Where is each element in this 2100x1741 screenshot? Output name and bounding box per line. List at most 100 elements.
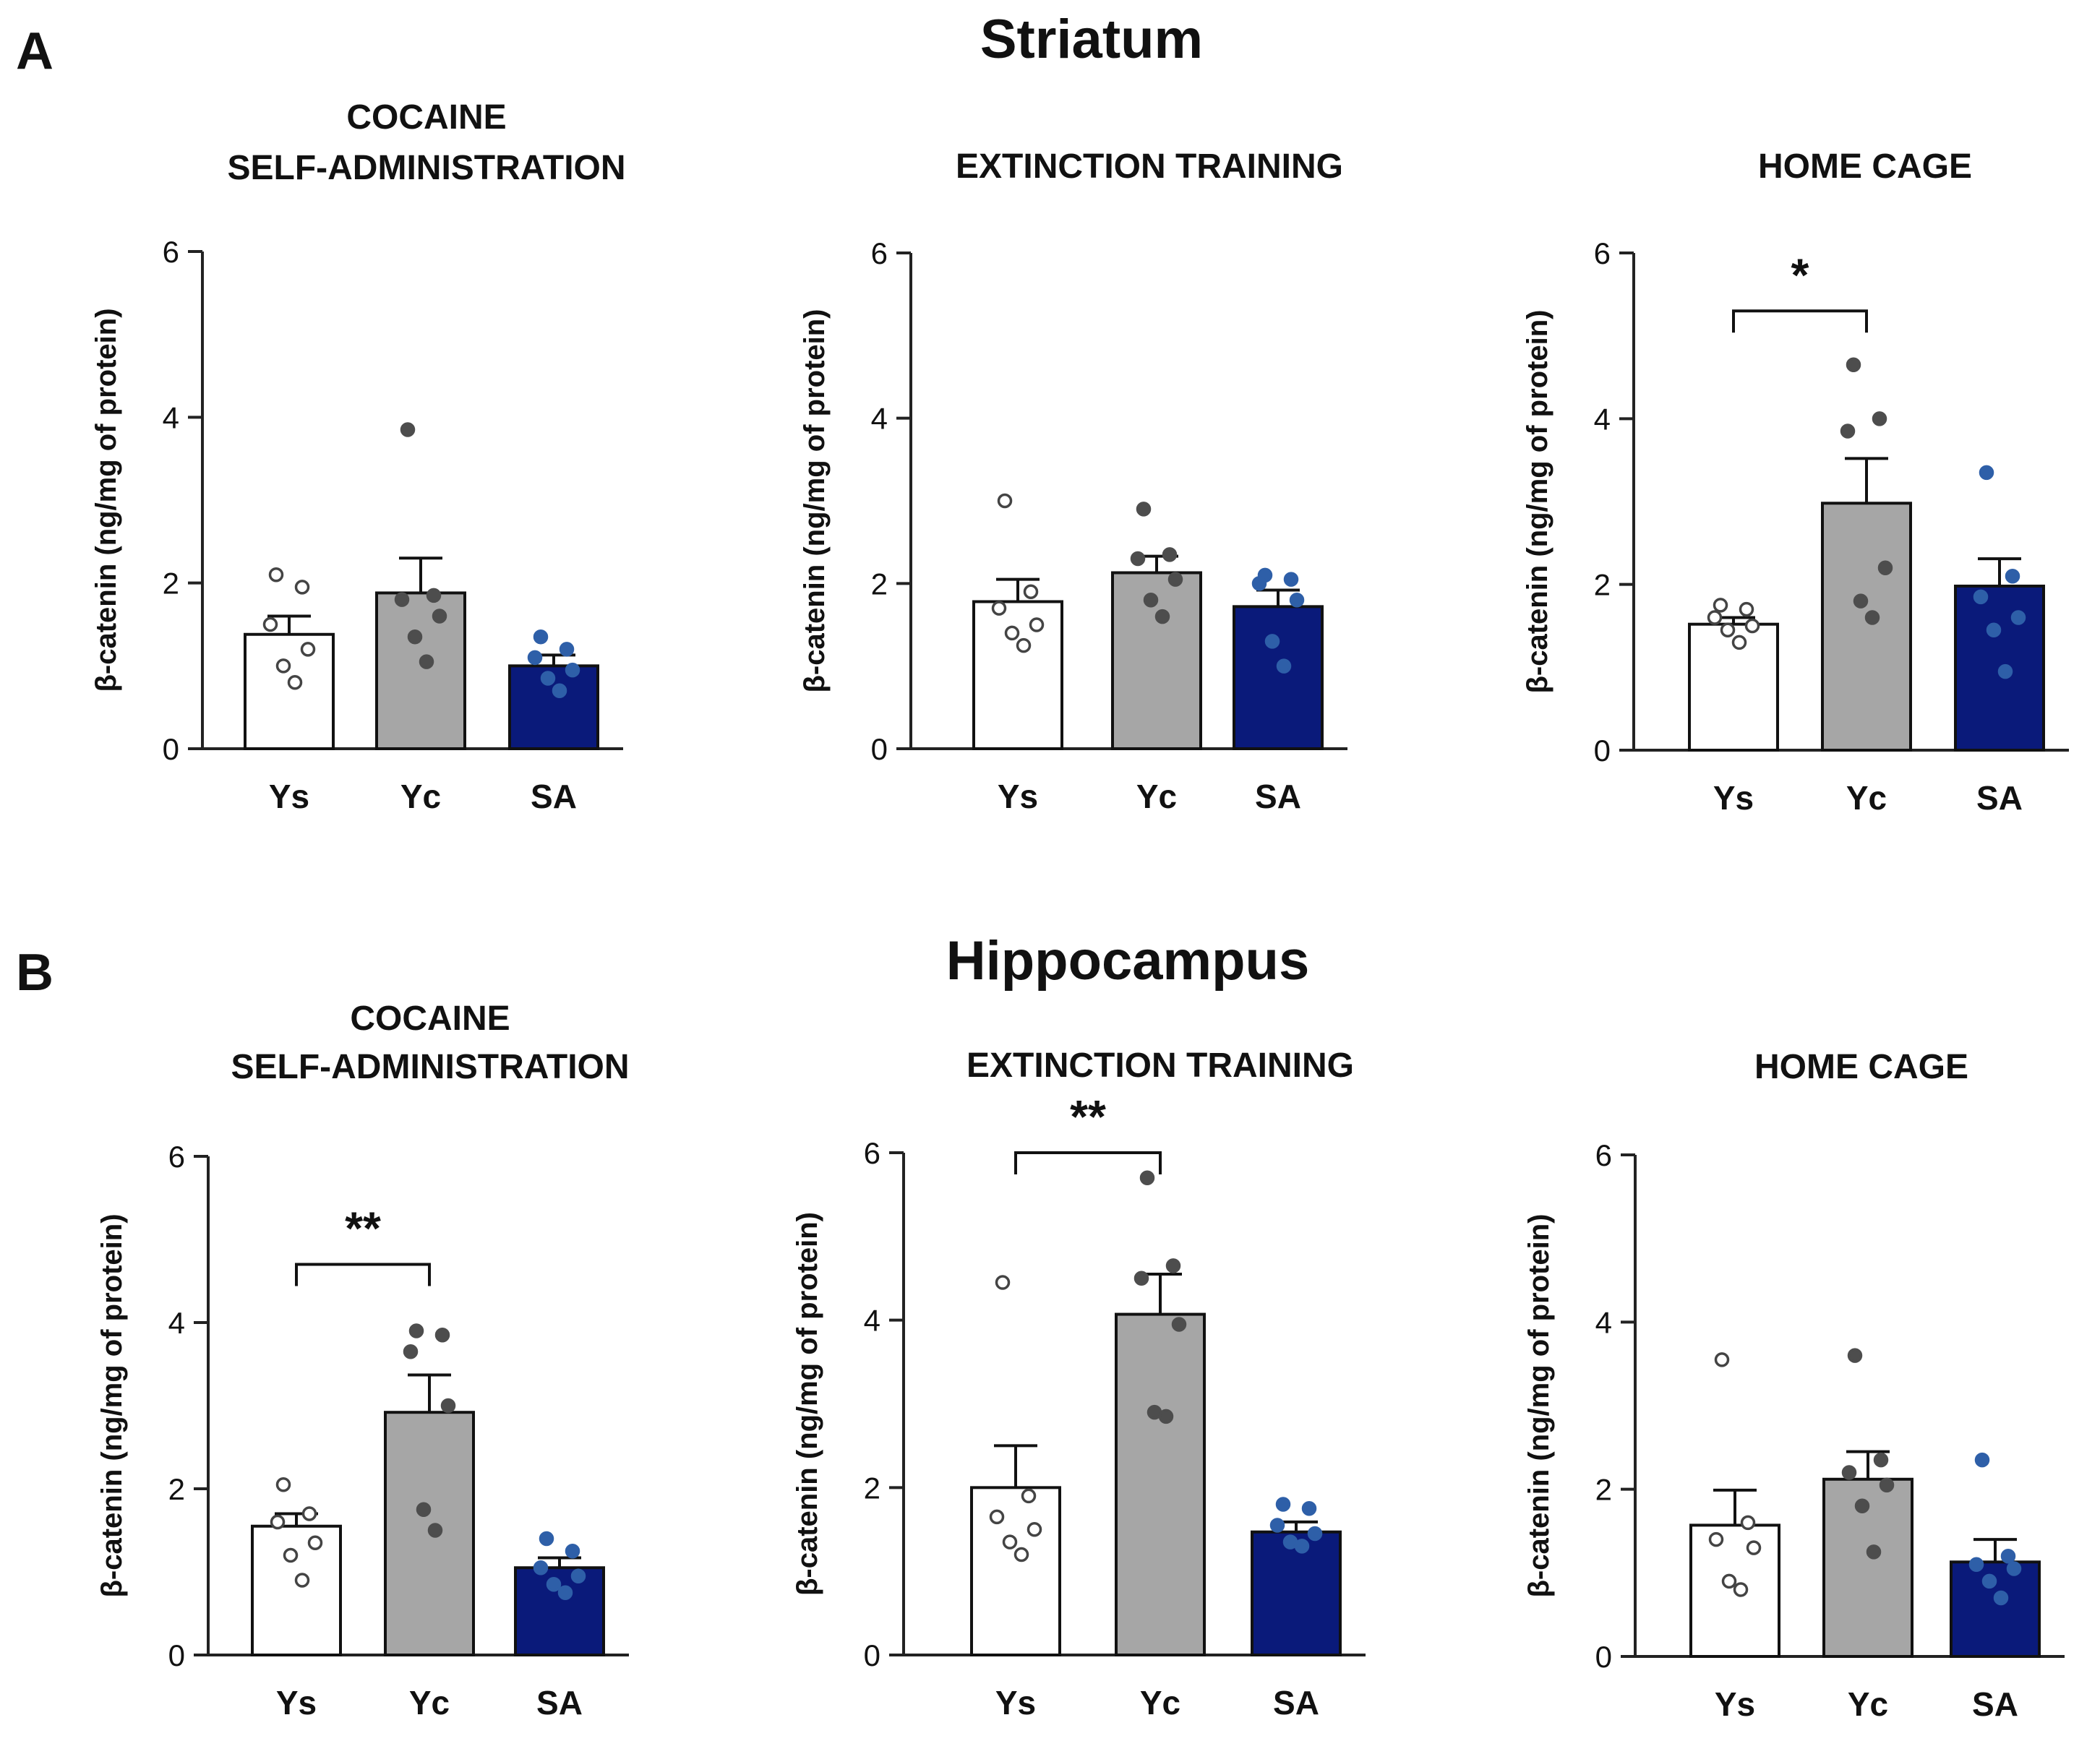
data-point-sa — [2006, 1561, 2022, 1576]
data-point-ys — [989, 1509, 1005, 1525]
data-point-ys — [307, 1535, 323, 1550]
significance-label: ** — [1070, 1091, 1106, 1143]
y-axis-label: β-catenin (ng/mg of protein) — [792, 1212, 823, 1596]
data-point-sa — [1307, 1526, 1323, 1542]
y-tick-label: 0 — [864, 1638, 880, 1672]
data-point-yc — [1873, 1452, 1889, 1468]
panel-a-letter: A — [16, 22, 53, 80]
y-tick-label: 4 — [864, 1304, 880, 1338]
bar-sa — [1251, 1530, 1342, 1657]
x-tick-label-sa: SA — [1972, 1685, 2018, 1723]
data-point-yc — [432, 609, 447, 624]
x-tick-label-sa: SA — [1273, 1684, 1319, 1721]
x-tick-label-ys: Ys — [269, 778, 309, 815]
data-point-sa — [533, 629, 549, 645]
data-point-sa — [1968, 1557, 1984, 1573]
data-point-ys — [1016, 637, 1032, 653]
data-point-yc — [419, 654, 434, 669]
data-point-yc — [1864, 610, 1880, 625]
data-point-ys — [1740, 1515, 1756, 1531]
y-axis-label: β-catenin (ng/mg of protein) — [1523, 1213, 1555, 1597]
bar-ys — [251, 1524, 342, 1656]
data-point-ys — [1708, 1531, 1724, 1547]
data-point-yc — [1162, 547, 1178, 562]
data-point-sa — [1301, 1501, 1317, 1516]
data-point-ys — [1004, 625, 1020, 641]
y-tick-label: 2 — [1594, 568, 1611, 602]
data-point-sa — [2000, 1548, 2016, 1564]
bar-yc — [375, 591, 466, 751]
data-point-sa — [527, 650, 543, 666]
data-point-sa — [552, 683, 567, 698]
y-axis-label: β-catenin (ng/mg of protein) — [799, 309, 831, 692]
data-point-yc — [427, 1523, 443, 1538]
data-point-yc — [407, 629, 423, 645]
y-tick-label: 6 — [1594, 236, 1611, 270]
y-tick-label: 2 — [163, 567, 179, 601]
data-point-sa — [1283, 572, 1299, 587]
data-point-yc — [394, 592, 410, 607]
data-point-sa — [1997, 663, 2013, 679]
chart-title: HOME CAGE — [1758, 147, 1972, 186]
data-point-sa — [1276, 658, 1292, 674]
significance-label: * — [1791, 249, 1809, 301]
data-point-yc — [1879, 1477, 1895, 1493]
bar-ys — [972, 600, 1063, 751]
data-point-yc — [1139, 1170, 1155, 1185]
data-point-ys — [1707, 610, 1723, 625]
data-point-ys — [300, 642, 316, 657]
data-point-ys — [1021, 1488, 1037, 1504]
data-point-sa — [570, 1568, 586, 1583]
data-point-yc — [1171, 1317, 1187, 1332]
bar-sa — [1233, 605, 1324, 751]
bar-yc — [1115, 1312, 1206, 1657]
data-point-ys — [287, 675, 303, 690]
data-point-ys — [1731, 635, 1747, 650]
data-point-yc — [1872, 411, 1887, 426]
significance-label: ** — [345, 1203, 381, 1255]
data-point-yc — [1154, 609, 1170, 624]
data-point-yc — [1143, 592, 1159, 608]
data-point-ys — [262, 616, 278, 632]
significance-bracket — [1732, 309, 1868, 333]
y-tick-label: 6 — [163, 235, 179, 269]
data-point-ys — [1013, 1547, 1029, 1562]
data-point-yc — [1866, 1544, 1882, 1560]
data-point-yc — [1136, 502, 1152, 517]
chart-title: COCAINE — [350, 1000, 510, 1038]
y-tick-label: 0 — [871, 732, 888, 766]
chart-title: SELF-ADMINISTRATION — [231, 1048, 629, 1086]
chart-title: EXTINCTION TRAINING — [956, 147, 1343, 186]
y-tick-label: 4 — [871, 402, 888, 436]
x-tick-label-yc: Yc — [1848, 1685, 1888, 1723]
data-point-ys — [1027, 1522, 1042, 1537]
data-point-sa — [2010, 610, 2026, 625]
y-tick-label: 0 — [163, 732, 179, 766]
x-tick-label-sa: SA — [531, 778, 577, 815]
data-point-yc — [1853, 593, 1869, 609]
x-tick-label-sa: SA — [536, 1684, 583, 1721]
x-tick-label-yc: Yc — [1846, 779, 1887, 817]
data-point-ys — [1744, 618, 1760, 634]
data-point-ys — [268, 567, 284, 583]
y-tick-label: 2 — [168, 1472, 185, 1506]
data-point-sa — [565, 662, 580, 678]
bar-ys — [970, 1486, 1061, 1656]
data-point-yc — [1841, 1465, 1857, 1480]
data-point-ys — [1721, 1573, 1737, 1589]
chart-title: COCAINE — [346, 98, 506, 137]
significance-bracket — [295, 1263, 431, 1286]
bar-yc — [1821, 502, 1912, 752]
data-point-ys — [1714, 1352, 1730, 1367]
data-point-sa — [1264, 634, 1280, 649]
bar-ys — [244, 632, 335, 751]
charts-layer: COCAINE SELF-ADMINISTRATION β-catenin (ng/… — [90, 98, 2069, 1723]
data-point-ys — [1713, 598, 1728, 613]
panel-a-title: Striatum — [980, 9, 1203, 70]
data-point-sa — [1294, 1539, 1310, 1554]
y-tick-label: 6 — [864, 1136, 880, 1170]
data-point-ys — [301, 1506, 317, 1521]
data-point-ys — [1739, 601, 1754, 617]
y-tick-label: 4 — [1594, 402, 1611, 436]
